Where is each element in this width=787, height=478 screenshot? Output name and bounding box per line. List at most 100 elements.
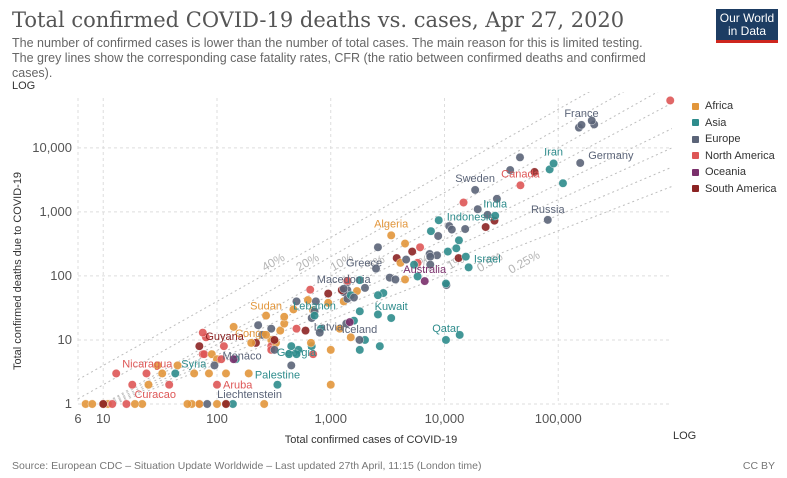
- legend-swatch: [692, 135, 699, 143]
- data-point: [441, 279, 451, 288]
- data-point: [575, 158, 585, 168]
- data-point: [202, 399, 212, 409]
- data-point: [308, 349, 318, 359]
- data-point: [229, 354, 239, 364]
- data-point: [345, 317, 355, 327]
- point-label: Algeria: [374, 218, 409, 230]
- license-note[interactable]: CC BY: [742, 460, 775, 472]
- data-point: [212, 380, 222, 390]
- point-label: Lebanon: [293, 301, 336, 313]
- y-scale-toggle[interactable]: LOG: [12, 80, 36, 92]
- source-note[interactable]: Source: European CDC – Situation Update …: [12, 460, 482, 472]
- data-point: [342, 276, 352, 286]
- legend-item[interactable]: Oceania: [692, 164, 777, 181]
- legend-item[interactable]: Africa: [692, 98, 777, 115]
- legend-item[interactable]: Asia: [692, 115, 777, 132]
- x-tick-label: 6: [74, 411, 81, 426]
- legend-item[interactable]: North America: [692, 148, 777, 165]
- data-point: [587, 116, 597, 126]
- data-point: [401, 255, 411, 264]
- owid-logo[interactable]: Our World in Data: [716, 9, 778, 43]
- data-point: [310, 311, 319, 321]
- data-point: [516, 180, 525, 190]
- point-label: Syria: [181, 358, 207, 370]
- x-tick-label: 100,000: [535, 411, 582, 426]
- point-label: Russia: [531, 204, 566, 216]
- point-label: Congo: [235, 328, 267, 340]
- data-point: [515, 152, 525, 162]
- legend-swatch: [692, 119, 699, 127]
- legend-label: South America: [705, 182, 777, 195]
- data-point: [212, 399, 222, 409]
- cfr-label: 0.25%: [506, 248, 543, 277]
- data-point: [130, 399, 140, 409]
- data-point: [355, 345, 365, 355]
- point-labels: France Germany Iran Canada Sweden India Russia…: [122, 108, 634, 401]
- point-label: Greece: [346, 258, 382, 270]
- data-point: [189, 369, 199, 378]
- data-point: [173, 361, 182, 370]
- legend-label: Oceania: [705, 166, 746, 179]
- point-label: Germany: [588, 150, 634, 162]
- data-point: [292, 349, 301, 359]
- data-point: [339, 284, 349, 294]
- point-label: Iran: [544, 146, 563, 158]
- x-scale-toggle[interactable]: LOG: [673, 430, 697, 442]
- data-point: [434, 215, 444, 225]
- point-label: India: [483, 199, 508, 211]
- point-label: Sudan: [250, 301, 282, 313]
- data-point: [346, 332, 356, 342]
- data-point: [229, 322, 239, 332]
- data-point: [373, 310, 383, 319]
- data-point: [464, 262, 474, 272]
- data-point: [355, 275, 365, 285]
- data-point: [386, 313, 396, 323]
- data-point: [221, 399, 231, 409]
- data-point: [259, 399, 269, 409]
- data-point: [335, 324, 345, 334]
- data-point: [425, 252, 435, 262]
- data-point: [505, 165, 515, 175]
- data-point: [261, 311, 271, 321]
- data-point: [301, 326, 310, 336]
- data-point: [473, 204, 483, 214]
- legend-item[interactable]: Europe: [692, 131, 777, 148]
- data-point: [470, 185, 480, 195]
- data-point: [279, 312, 289, 322]
- point-label: Liechtenstein: [217, 389, 282, 401]
- point-label: Guyana: [205, 331, 244, 343]
- data-point: [400, 239, 410, 248]
- cfr-line: [78, 92, 590, 381]
- cfr-label: 20%: [294, 250, 322, 274]
- data-point: [371, 264, 381, 274]
- legend-item[interactable]: South America: [692, 181, 777, 198]
- legend-swatch: [692, 168, 699, 176]
- point-label: Monaco: [222, 350, 261, 362]
- x-tick-label: 10,000: [425, 411, 465, 426]
- x-axis-title: Total confirmed cases of COVID-19: [285, 434, 457, 446]
- data-point: [253, 320, 263, 330]
- data-point: [409, 260, 419, 270]
- data-point: [266, 324, 276, 334]
- data-point: [306, 338, 316, 348]
- data-point: [549, 159, 558, 168]
- data-point: [360, 283, 370, 293]
- y-axis-title: Total confirmed deaths due to COVID-19: [12, 172, 24, 370]
- cfr-line: [113, 185, 672, 404]
- data-point: [87, 399, 97, 409]
- data-point: [261, 330, 271, 340]
- point-label: Aruba: [223, 380, 253, 392]
- data-point: [216, 354, 226, 364]
- x-tick-label: 100: [206, 411, 228, 426]
- point-label: Australia: [403, 264, 447, 276]
- legend-label: Asia: [705, 116, 727, 129]
- data-point: [273, 380, 282, 390]
- point-label: Iceland: [342, 324, 377, 336]
- data-point: [355, 306, 365, 316]
- point-label: Sweden: [455, 173, 495, 185]
- data-point: [326, 345, 336, 355]
- data-point: [373, 290, 383, 300]
- y-tick-label: 100: [50, 268, 72, 283]
- data-point: [170, 369, 180, 378]
